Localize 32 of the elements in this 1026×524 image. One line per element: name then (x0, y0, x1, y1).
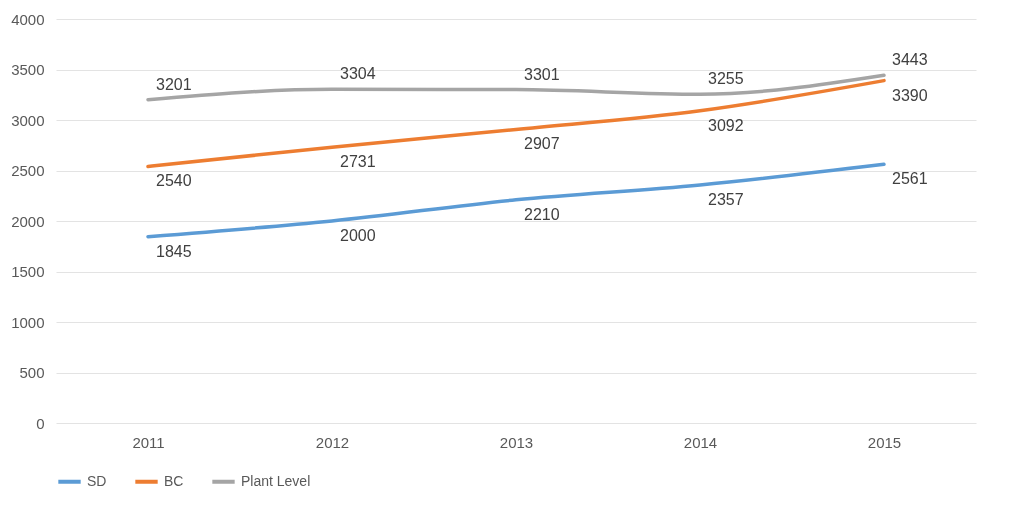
x-tick-label: 2014 (683, 433, 718, 451)
data-label: 1845 (156, 242, 192, 260)
data-label: 2731 (340, 153, 376, 171)
y-tick-label: 4000 (11, 10, 45, 28)
y-tick-label: 0 (36, 414, 45, 432)
x-tick-label: 2012 (315, 433, 350, 451)
legend-label: BC (164, 472, 184, 489)
y-tick-label: 2500 (11, 162, 45, 179)
data-label: 3304 (340, 65, 376, 83)
y-tick-label: 2000 (11, 212, 45, 230)
data-label: 3301 (524, 65, 560, 83)
y-tick-label: 3500 (11, 61, 45, 78)
data-label: 2561 (892, 170, 928, 188)
data-label: 3390 (892, 86, 928, 104)
y-tick-label: 1500 (11, 263, 45, 280)
legend-label: SD (87, 472, 107, 489)
data-label: 3443 (892, 51, 928, 69)
data-label: 2210 (524, 205, 560, 223)
data-label: 2540 (156, 172, 192, 190)
data-label: 3201 (156, 75, 192, 93)
legend-label: Plant Level (241, 472, 311, 489)
data-label: 2357 (708, 190, 744, 208)
x-tick-label: 2013 (499, 433, 534, 451)
data-label: 2000 (340, 227, 376, 244)
y-tick-label: 500 (19, 364, 45, 381)
data-label: 3255 (708, 70, 744, 88)
y-tick-label: 3000 (11, 111, 45, 129)
y-tick-label: 1000 (11, 313, 45, 331)
data-label: 2907 (524, 135, 560, 153)
x-tick-label: 2015 (867, 433, 902, 451)
x-tick-label: 2011 (132, 433, 165, 451)
data-label: 3092 (708, 116, 744, 134)
